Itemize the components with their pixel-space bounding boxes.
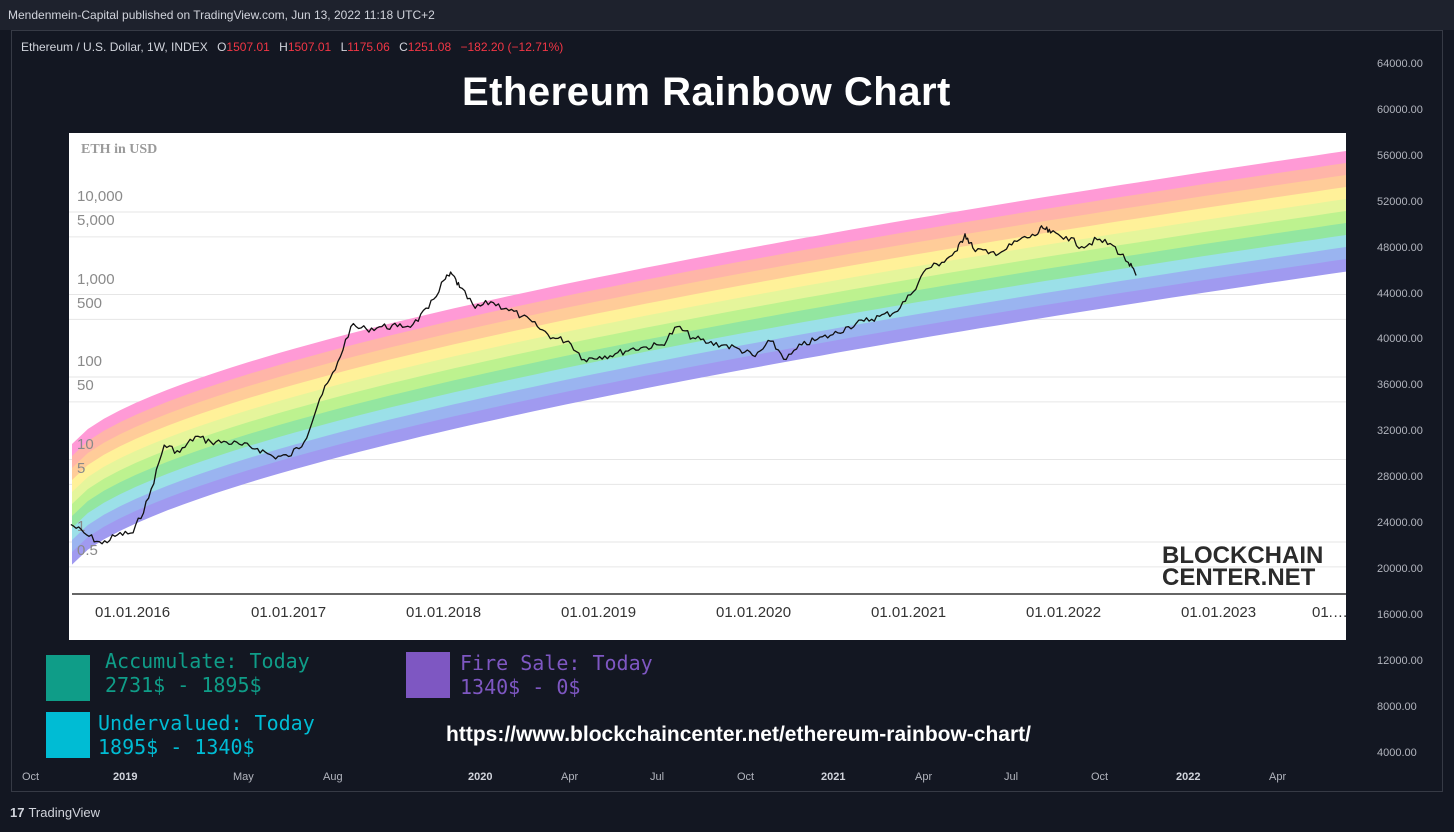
main-title: Ethereum Rainbow Chart (462, 70, 951, 114)
tradingview-brand: TradingView (28, 805, 101, 820)
x-tick-label: 01.01.2016 (95, 604, 170, 621)
chart-title: ETH in USD (81, 142, 157, 157)
price-axis-label: 4000.00 (1377, 746, 1417, 759)
x-tick-label: 01.01.2021 (871, 604, 946, 621)
low-value: 1175.06 (347, 40, 390, 54)
close-value: 1251.08 (407, 40, 452, 54)
rainbow-band (72, 211, 1346, 517)
price-axis-label: 60000.00 (1377, 103, 1423, 116)
x-tick-label: 01.01.2020 (716, 604, 791, 621)
y-tick-label: 5,000 (77, 212, 115, 229)
publisher-bar: Mendenmein-Capital published on TradingV… (0, 0, 1454, 30)
x-tick-label: 01.01.2023 (1181, 604, 1256, 621)
y-tick-label: 500 (77, 295, 102, 312)
y-tick-label: 50 (77, 377, 94, 394)
price-axis-label: 32000.00 (1377, 425, 1423, 438)
publisher-text: Mendenmein-Capital published on TradingV… (8, 8, 435, 22)
price-axis-label: 40000.00 (1377, 333, 1423, 346)
time-axis-label: Jul (1004, 771, 1019, 783)
undervalued-legend: Undervalued: Today 1895$ - 1340$ (98, 711, 315, 759)
price-axis-label: 28000.00 (1377, 471, 1423, 484)
rainbow-band (72, 175, 1346, 481)
high-label: H (279, 40, 288, 54)
price-axis-label: 8000.00 (1377, 700, 1417, 713)
time-axis-label: 2019 (113, 771, 138, 783)
open-value: 1507.01 (226, 40, 270, 54)
price-axis-label: 52000.00 (1377, 195, 1423, 208)
rainbow-band (72, 259, 1346, 565)
symbol-description: Ethereum / U.S. Dollar, 1W, INDEX (21, 40, 208, 54)
x-tick-label: 01.01.2022 (1026, 604, 1101, 621)
high-value: 1507.01 (287, 40, 332, 54)
time-axis-label: 2020 (468, 771, 493, 783)
tradingview-footer[interactable]: 17 TradingView (10, 805, 100, 820)
price-axis-label: 48000.00 (1377, 241, 1423, 254)
rainbow-band (72, 151, 1346, 457)
price-axis-label: 56000.00 (1377, 149, 1423, 162)
accumulate-swatch (46, 655, 90, 701)
undervalued-swatch (46, 712, 90, 758)
price-axis-label: 12000.00 (1377, 654, 1423, 667)
source-url: https://www.blockchaincenter.net/ethereu… (446, 723, 1031, 746)
time-axis-label: Oct (22, 771, 40, 783)
accumulate-name: Accumulate: Today (105, 649, 310, 673)
price-axis-label: 20000.00 (1377, 562, 1423, 575)
watermark-line1: BLOCKCHAIN (1162, 542, 1323, 569)
x-tick-label: 01.… (1312, 604, 1346, 621)
rainbow-band (72, 163, 1346, 469)
y-tick-label: 1,000 (77, 271, 115, 288)
price-axis-label: 36000.00 (1377, 379, 1423, 392)
rainbow-band (72, 199, 1346, 505)
rainbow-band (72, 223, 1346, 529)
watermark-line2: CENTER.NET (1162, 564, 1316, 591)
price-axis-label: 24000.00 (1377, 517, 1423, 529)
accumulate-range: 2731$ - 1895$ (105, 673, 262, 697)
time-axis-label: Jul (650, 771, 665, 783)
time-axis-label: Oct (1091, 771, 1109, 783)
rainbow-band (72, 235, 1346, 541)
x-tick-label: 01.01.2019 (561, 604, 636, 621)
undervalued-range: 1895$ - 1340$ (98, 735, 255, 759)
time-axis-label: 2021 (821, 771, 846, 783)
price-axis-label: 16000.00 (1377, 608, 1423, 621)
rainbow-chart-svg: 10,000 5,000 1,000 500 100 50 10 5 1 0.5 ETH in US… (69, 142, 1346, 621)
change-value: −182.20 (−12.71%) (460, 40, 564, 54)
fire-sale-range: 1340$ - 0$ (460, 675, 581, 699)
y-tick-label: 5 (77, 460, 85, 477)
time-axis-label: Oct (737, 771, 755, 783)
fire-sale-legend: Fire Sale: Today 1340$ - 0$ (460, 651, 653, 699)
x-tick-label: 01.01.2018 (406, 604, 481, 621)
undervalued-name: Undervalued: Today (98, 711, 315, 735)
accumulate-legend: Accumulate: Today 2731$ - 1895$ (105, 649, 310, 697)
close-label: C (399, 40, 408, 54)
time-axis-label: Apr (915, 771, 933, 783)
rainbow-chart-panel: 10,000 5,000 1,000 500 100 50 10 5 1 0.5 ETH in US… (69, 133, 1346, 640)
tradingview-logo-icon: 17 (10, 805, 25, 820)
time-axis-label: Aug (323, 771, 343, 783)
time-axis-label: May (233, 771, 254, 783)
ohlc-legend: Ethereum / U.S. Dollar, 1W, INDEX O1507.… (21, 40, 563, 54)
y-tick-label: 100 (77, 353, 102, 370)
low-label: L (340, 40, 348, 54)
fire-sale-swatch (406, 652, 450, 698)
rainbow-band (72, 247, 1346, 553)
open-label: O (217, 40, 227, 54)
time-axis-label: Apr (561, 771, 579, 783)
y-tick-label: 0.5 (77, 542, 98, 559)
time-axis-label: 2022 (1176, 771, 1201, 783)
y-tick-label: 1 (77, 518, 85, 535)
eth-price-line (70, 225, 1137, 545)
y-tick-label: 10 (77, 436, 94, 453)
x-tick-label: 01.01.2017 (251, 604, 326, 621)
time-axis-label: Apr (1269, 771, 1287, 783)
rainbow-band (72, 187, 1346, 493)
y-tick-label: 10,000 (77, 188, 123, 205)
fire-sale-name: Fire Sale: Today (460, 651, 653, 675)
price-axis-label: 44000.00 (1377, 287, 1423, 300)
price-axis-label: 64000.00 (1377, 58, 1423, 70)
